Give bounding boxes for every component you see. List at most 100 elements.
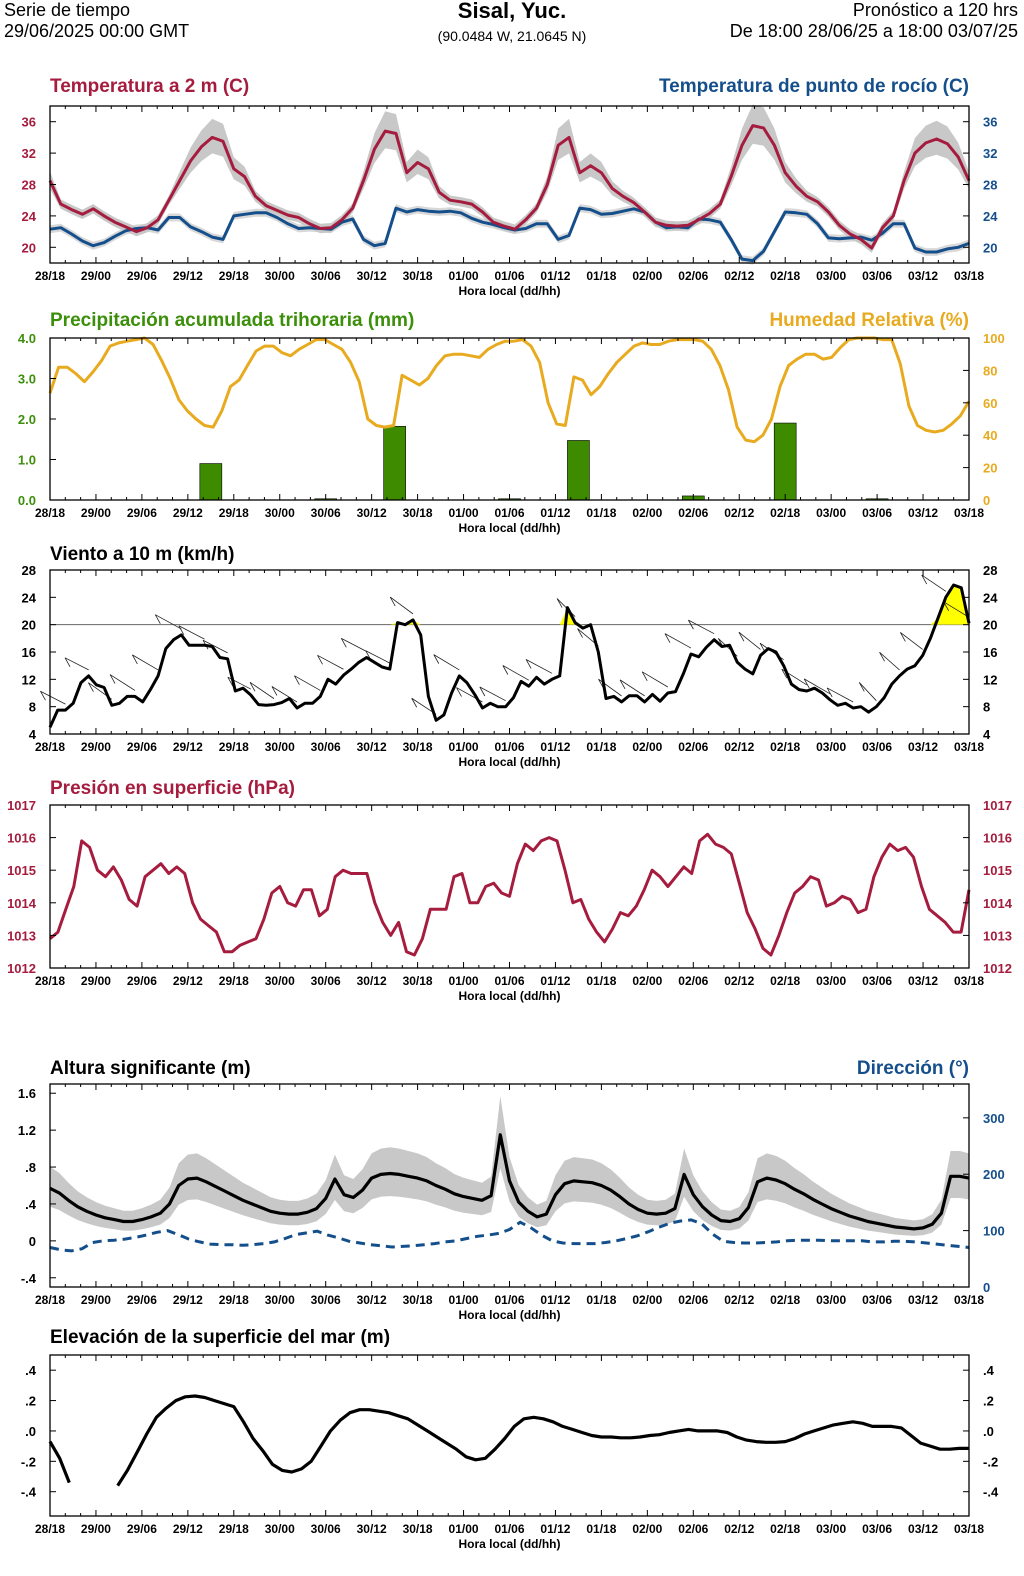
x-tick-label-sea_level: 01/12 [540,1522,570,1536]
wind-barb-flag [781,669,788,679]
x-tick-label-temperature: 29/00 [81,269,111,283]
header-series-label: Serie de tiempo [4,0,131,20]
wind-barb [619,679,645,697]
wind-barb-flag [641,671,648,681]
x-tick-label-sea_level: 03/18 [954,1522,984,1536]
plot-frame-wind [49,569,970,735]
y-tick-label-left-wind: 28 [22,563,36,578]
x-tick-label-pressure: 02/00 [632,974,662,988]
x-tick-label-pressure: 02/12 [724,974,754,988]
wind-barb [271,686,298,703]
wind-barb [664,633,692,649]
wind-barb-flag [109,674,116,684]
precipitation-bar [199,463,223,501]
x-tick-label-wind: 29/12 [173,740,203,754]
x-tick-label-precip_rh: 01/00 [449,506,479,520]
y-tick-label-right-pressure: 1012 [983,961,1012,976]
x-tick-label-temperature: 28/18 [35,269,65,283]
header-run-date: 29/06/2025 00:00 GMT [4,21,190,41]
precipitation-bar [567,440,590,501]
x-tick-label-waves: 29/18 [219,1293,249,1307]
x-tick-label-sea_level: 01/00 [449,1522,479,1536]
header-forecast-length: Pronóstico a 120 hrs [852,0,1018,20]
wind-barb [294,675,321,691]
x-tick-label-precip_rh: 28/18 [35,506,65,520]
x-tick-label-wind: 03/18 [954,740,984,754]
x-tick-label-sea_level: 28/18 [35,1522,65,1536]
wind-barb-flag [411,698,418,708]
x-tick-label-sea_level: 29/06 [127,1522,157,1536]
x-tick-label-precip_rh: 01/06 [494,506,524,520]
y-tick-label-right-sea_level: .4 [983,1363,995,1378]
x-tick-label-temperature: 02/00 [632,269,662,283]
x-axis-label-sea_level: Hora local (dd/hh) [459,1537,561,1551]
plot-frame-sea_level [49,1354,970,1517]
wind-barb [921,574,947,592]
x-axis-label-temperature: Hora local (dd/hh) [459,284,561,298]
x-axis-label-precip_rh: Hora local (dd/hh) [459,521,561,535]
dewpoint-title: Temperatura de punto de rocío (C) [659,76,969,97]
sea-level-line [48,1394,969,1487]
x-tick-label-sea_level: 02/06 [678,1522,708,1536]
x-tick-label-pressure: 01/12 [540,974,570,988]
x-tick-label-pressure: 03/06 [862,974,892,988]
x-tick-label-temperature: 29/12 [173,269,203,283]
y-tick-label-right-wind: 12 [983,672,997,687]
wind-barb [738,631,761,650]
x-tick-label-wind: 02/12 [724,740,754,754]
x-tick-label-sea_level: 30/12 [357,1522,387,1536]
x-tick-label-temperature: 30/18 [403,269,433,283]
x-tick-label-pressure: 01/00 [449,974,479,988]
y-tick-label-right-pressure: 1013 [983,928,1012,943]
x-tick-label-temperature: 30/00 [265,269,295,283]
y-tick-label-left-wind: 16 [22,645,36,660]
x-tick-label-precip_rh: 03/12 [908,506,938,520]
wind-barb [803,678,831,695]
wave-height-line [49,1133,970,1231]
wave-height-title: Altura significante (m) [50,1058,251,1079]
wind-barb [317,654,344,670]
wind-barb-flag [738,632,745,642]
wave-direction-title: Dirección (°) [857,1058,969,1079]
x-tick-label-waves: 01/12 [540,1293,570,1307]
wind-barb-flag [294,675,300,685]
x-tick-label-wind: 29/18 [219,740,249,754]
x-tick-label-waves: 02/00 [632,1293,662,1307]
wind-barb [109,674,136,691]
x-tick-label-wind: 30/18 [403,740,433,754]
y-tick-label-right-waves: 100 [983,1224,1005,1239]
y-tick-label-right-pressure: 1015 [983,863,1012,878]
y-tick-label-left-temperature: 36 [22,115,36,130]
x-axis-label-wind: Hora local (dd/hh) [459,755,561,769]
y-tick-label-left-wind: 8 [29,700,36,715]
x-tick-label-sea_level: 30/06 [311,1522,341,1536]
y-tick-label-right-wind: 16 [983,645,997,660]
y-tick-label-left-temperature: 24 [22,209,37,224]
wind-title: Viento a 10 m (km/h) [50,544,234,565]
x-tick-label-pressure: 29/00 [81,974,111,988]
x-tick-label-waves: 30/00 [265,1293,295,1307]
x-tick-label-sea_level: 02/18 [770,1522,800,1536]
x-tick-label-wind: 29/06 [127,740,157,754]
y-tick-label-left-precip_rh: 0.0 [18,493,36,508]
x-tick-label-wind: 01/00 [449,740,479,754]
x-tick-label-temperature: 29/18 [219,269,249,283]
sea-level-title: Elevación de la superficie del mar (m) [50,1327,390,1348]
wind-barb-flag [340,638,347,648]
wind-barb-flag [227,676,234,687]
x-tick-label-temperature: 30/12 [357,269,387,283]
y-tick-label-left-precip_rh: 3.0 [18,372,36,387]
station-coordinates: (90.0484 W, 21.0645 N) [437,28,587,44]
x-tick-label-pressure: 03/00 [816,974,846,988]
x-tick-label-precip_rh: 29/12 [173,506,203,520]
temperature-line [48,124,971,250]
x-tick-label-pressure: 30/12 [357,974,387,988]
y-tick-label-right-sea_level: -.2 [983,1454,998,1469]
wind-barb [858,682,877,701]
x-tick-label-pressure: 30/06 [311,974,341,988]
x-tick-label-sea_level: 03/12 [908,1522,938,1536]
x-tick-label-sea_level: 30/18 [403,1522,433,1536]
humidity-line [48,336,971,444]
x-tick-label-waves: 03/18 [954,1293,984,1307]
wind-barb-flag [271,686,278,696]
